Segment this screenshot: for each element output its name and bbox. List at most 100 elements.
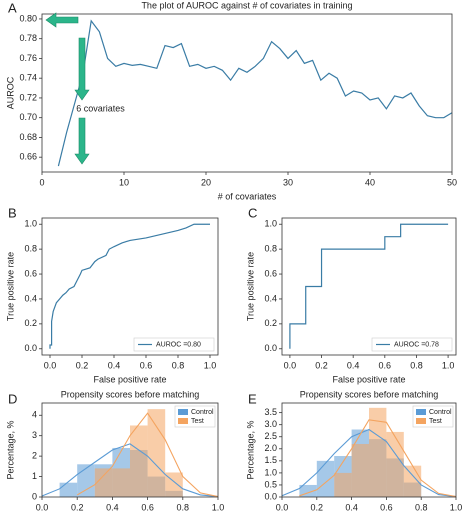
x-tick-label: 0.6 (380, 502, 393, 512)
y-tick-label: 2 (32, 451, 37, 461)
legend-label: AUROC =0.80 (156, 341, 201, 348)
x-tick-label: 0.6 (379, 360, 392, 370)
y-tick-label: 3.5 (264, 407, 277, 417)
histogram-bar (59, 482, 78, 497)
data-line (57, 19, 453, 167)
y-tick-label: 0.6 (264, 268, 277, 278)
x-tick-label: 0.4 (108, 360, 121, 370)
y-tick-label: 2.5 (264, 431, 277, 441)
arrow-left (45, 12, 79, 28)
x-tick-label: 0.0 (284, 360, 297, 370)
arrow-down (74, 117, 90, 165)
x-tick-label: 1.0 (442, 360, 455, 370)
panel-label: B (8, 205, 17, 220)
y-tick-label: 0.4 (264, 293, 277, 303)
legend-label: Test (191, 418, 204, 425)
panel-label: D (8, 391, 17, 406)
y-tick-label: 0.76 (19, 53, 37, 63)
chart-title: The plot of AUROC against # of covariate… (141, 0, 352, 10)
y-tick-label: 0.70 (19, 112, 37, 122)
x-tick-label: 20 (201, 177, 211, 187)
y-tick-label: 1.0 (264, 219, 277, 229)
legend-label: Control (429, 409, 452, 416)
panel-label: A (8, 0, 17, 15)
histogram-bar (77, 464, 95, 497)
density-curve (76, 412, 219, 498)
y-tick-label: 2.0 (264, 443, 277, 453)
data-line (49, 223, 210, 349)
x-tick-label: 0.2 (71, 502, 84, 512)
x-tick-label: 0.2 (315, 360, 328, 370)
y-axis-label: AUROC (5, 76, 15, 109)
y-tick-label: 0.0 (264, 491, 277, 501)
y-axis-label: True positive rate (5, 252, 15, 321)
arrow-down (74, 37, 90, 101)
legend-swatch (178, 409, 188, 415)
y-tick-label: 1.0 (24, 219, 37, 229)
y-tick-label: 0.8 (264, 244, 277, 254)
x-tick-label: 0.8 (415, 502, 428, 512)
legend-box (133, 337, 215, 352)
y-tick-label: 3 (32, 430, 37, 440)
x-tick-label: 50 (447, 177, 457, 187)
y-tick-label: 0.0 (24, 343, 37, 353)
y-tick-label: 0.72 (19, 92, 37, 102)
legend-swatch (178, 418, 188, 424)
y-tick-label: 1.0 (264, 467, 277, 477)
x-tick-label: 0.4 (347, 360, 360, 370)
y-axis-label: True positive rate (245, 252, 255, 321)
x-tick-label: 0.2 (311, 502, 324, 512)
annotation: 6 covariates (76, 103, 125, 113)
x-tick-label: 0.4 (106, 502, 119, 512)
density-curve (281, 428, 457, 498)
x-tick-label: 0.0 (44, 360, 57, 370)
histogram-bar (130, 425, 148, 497)
x-tick-label: 0 (39, 177, 44, 187)
histogram-bar (351, 443, 369, 497)
plot-frame (281, 217, 457, 356)
density-curve (41, 443, 219, 498)
x-tick-label: 0.2 (76, 360, 89, 370)
histogram-bar (386, 431, 404, 497)
x-axis-label: # of covariates (218, 191, 277, 201)
plot-frame (41, 402, 219, 498)
x-tick-label: 30 (283, 177, 293, 187)
y-axis-label: Percentage, % (5, 420, 15, 479)
x-axis-label: False positive rate (93, 374, 166, 384)
legend-swatch (416, 409, 426, 415)
histogram-bar (112, 468, 130, 497)
legend-swatch (416, 418, 426, 424)
density-curve (299, 419, 457, 498)
x-tick-label: 0.4 (345, 502, 358, 512)
x-tick-label: 40 (365, 177, 375, 187)
x-tick-label: 0.6 (140, 360, 153, 370)
x-tick-label: 0.6 (141, 502, 154, 512)
y-tick-label: 1.5 (264, 455, 277, 465)
x-tick-label: 1.0 (204, 360, 217, 370)
y-tick-label: 0.2 (264, 318, 277, 328)
data-line (289, 223, 449, 349)
histogram-bar (147, 409, 166, 497)
y-tick-label: 0.6 (24, 268, 37, 278)
histogram-bar (316, 460, 335, 497)
y-axis-label: Percentage, % (245, 420, 255, 479)
y-tick-label: 0.68 (19, 132, 37, 142)
y-tick-label: 0.2 (24, 318, 37, 328)
y-tick-label: 1 (32, 471, 37, 481)
x-tick-label: 0.0 (276, 502, 289, 512)
y-tick-label: 0.66 (19, 152, 37, 162)
plot-frame (41, 217, 219, 356)
panel-label: C (248, 205, 257, 220)
plot-frame (41, 13, 453, 173)
chart-title: Propensity scores before matching (61, 389, 200, 399)
x-tick-label: 1.0 (212, 502, 225, 512)
panel-label: E (248, 391, 257, 406)
legend-label: Test (429, 418, 442, 425)
x-tick-label: 0.0 (36, 502, 49, 512)
y-tick-label: 0.78 (19, 33, 37, 43)
y-tick-label: 0.80 (19, 13, 37, 23)
y-tick-label: 4 (32, 410, 37, 420)
y-tick-label: 0 (32, 491, 37, 501)
chart-title: Propensity scores before matching (300, 389, 439, 399)
plot-frame (281, 402, 457, 498)
